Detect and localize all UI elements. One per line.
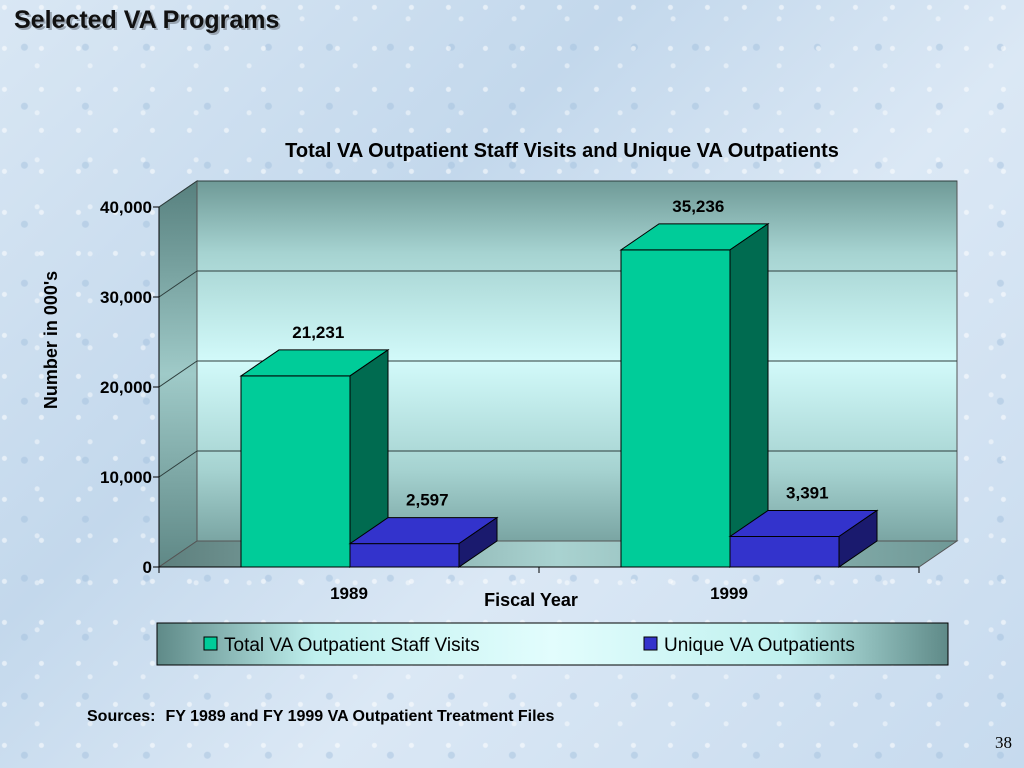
y-tick-label: 40,000 — [100, 198, 152, 217]
bar-chart: Total VA Outpatient Staff Visits and Uni… — [41, 140, 959, 666]
page-number: 38 — [995, 733, 1012, 752]
slide-title: Selected VA Programs — [14, 6, 280, 34]
x-axis-title: Fiscal Year — [484, 590, 578, 610]
y-tick-label: 0 — [143, 558, 152, 577]
gridline-side — [158, 360, 198, 388]
legend-swatch-total-visits — [203, 636, 218, 651]
bar-1989-series-2 — [348, 516, 499, 568]
gridline-side — [158, 180, 198, 208]
gridline-side — [158, 450, 198, 478]
bar-1989-series-1 — [239, 348, 390, 568]
sources-text: FY 1989 and FY 1999 VA Outpatient Treatm… — [165, 708, 555, 725]
bar-front — [620, 249, 731, 568]
data-label: 35,236 — [672, 197, 724, 216]
data-label: 3,391 — [786, 483, 829, 502]
sources-label: Sources: — [87, 708, 156, 725]
bar-side — [838, 509, 878, 568]
legend-swatch-unique-outpatients — [643, 636, 658, 651]
bar-front — [729, 535, 840, 568]
bar-1999-series-1 — [619, 222, 770, 568]
x-tick-label: 1999 — [710, 584, 748, 603]
bar-front — [240, 375, 351, 568]
bar-1999-series-2 — [728, 509, 879, 568]
y-axis-title: Number in 000's — [41, 271, 61, 409]
bar-front — [349, 543, 460, 568]
gridline-side — [158, 270, 198, 298]
legend: Total VA Outpatient Staff Visits Unique … — [156, 622, 949, 666]
chart-title: Total VA Outpatient Staff Visits and Uni… — [285, 140, 839, 162]
y-tick-label: 20,000 — [100, 378, 152, 397]
legend-label-unique-outpatients: Unique VA Outpatients — [664, 635, 855, 656]
data-label: 2,597 — [406, 491, 449, 510]
legend-label-total-visits: Total VA Outpatient Staff Visits — [224, 635, 480, 656]
bar-side — [458, 516, 498, 568]
y-tick-label: 30,000 — [100, 288, 152, 307]
y-tick-label: 10,000 — [100, 468, 152, 487]
sources-note: Sources: FY 1989 and FY 1999 VA Outpatien… — [87, 708, 554, 726]
data-label: 21,231 — [292, 323, 344, 342]
x-tick-label: 1989 — [330, 584, 368, 603]
